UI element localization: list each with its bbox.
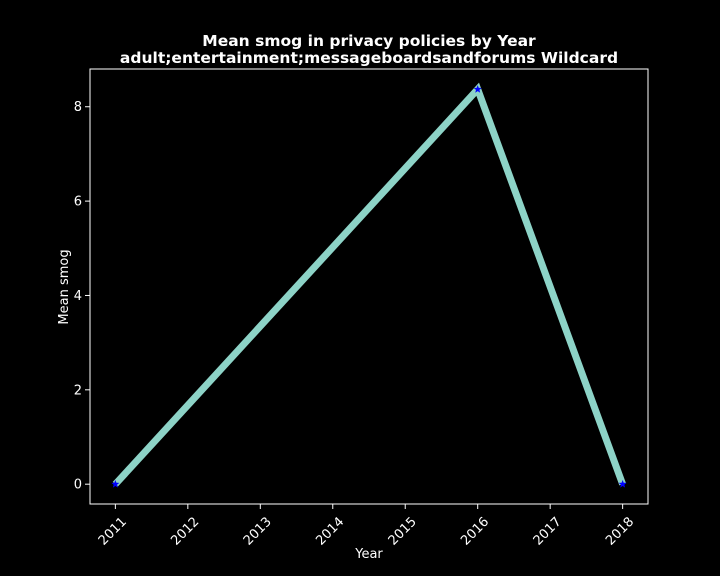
series-mean-smog — [111, 82, 627, 488]
x-axis-label: Year — [354, 547, 383, 562]
y-tick-label: 6 — [74, 195, 82, 210]
y-axis-label: Mean smog — [57, 249, 72, 324]
plot-area — [89, 68, 649, 505]
data-point-marker — [473, 85, 482, 93]
chart-title-line1: Mean smog in privacy policies by Year — [202, 32, 536, 50]
data-point-marker — [111, 479, 120, 488]
chart-title-line2: adult;entertainment;messageboardsandforu… — [120, 49, 618, 67]
y-axis: 0 2 4 6 8 — [74, 100, 90, 493]
y-tick-label: 4 — [74, 289, 82, 304]
y-tick-label: 0 — [74, 478, 82, 493]
data-point-marker — [618, 479, 627, 488]
y-tick-label: 8 — [74, 100, 82, 115]
y-tick-label: 2 — [74, 383, 82, 398]
